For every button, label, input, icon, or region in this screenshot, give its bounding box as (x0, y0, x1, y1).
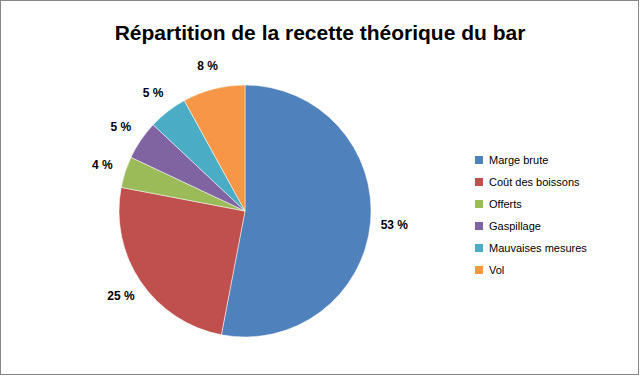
legend-label: Marge brute (489, 154, 548, 166)
data-label: 53 % (381, 218, 409, 232)
legend-swatch (475, 178, 483, 186)
legend-label: Offerts (489, 198, 522, 210)
legend: Marge brute Coût des boissons Offerts Gaspi… (475, 154, 587, 276)
legend-item: Gaspillage (475, 220, 541, 232)
legend-item: Offerts (475, 198, 522, 210)
legend-item: Coût des boissons (475, 176, 580, 188)
pie-slice (119, 187, 245, 334)
legend-label: Mauvaises mesures (489, 242, 587, 254)
legend-swatch (475, 200, 483, 208)
title: Répartition de la recette théorique du b… (115, 21, 526, 44)
data-label: 25 % (107, 289, 135, 303)
pie-slice (184, 85, 245, 211)
legend-label: Vol (489, 264, 504, 276)
data-label: 5 % (111, 120, 132, 134)
legend-item: Mauvaises mesures (475, 242, 587, 254)
chart-frame (1, 1, 639, 375)
data-label: 5 % (143, 86, 164, 100)
legend-label: Coût des boissons (489, 176, 580, 188)
legend-swatch (475, 156, 483, 164)
legend-swatch (475, 266, 483, 274)
chart: Répartition de la recette théorique du b… (0, 0, 640, 376)
data-labels: 53 % 25 % 4 % 5 % 5 % 8 % (92, 59, 408, 303)
legend-swatch (475, 244, 483, 252)
legend-label: Gaspillage (489, 220, 541, 232)
data-label: 8 % (197, 59, 218, 73)
legend-item: Marge brute (475, 154, 548, 166)
legend-swatch (475, 222, 483, 230)
legend-item: Vol (475, 264, 504, 276)
pie (119, 85, 371, 337)
data-label: 4 % (92, 158, 113, 172)
